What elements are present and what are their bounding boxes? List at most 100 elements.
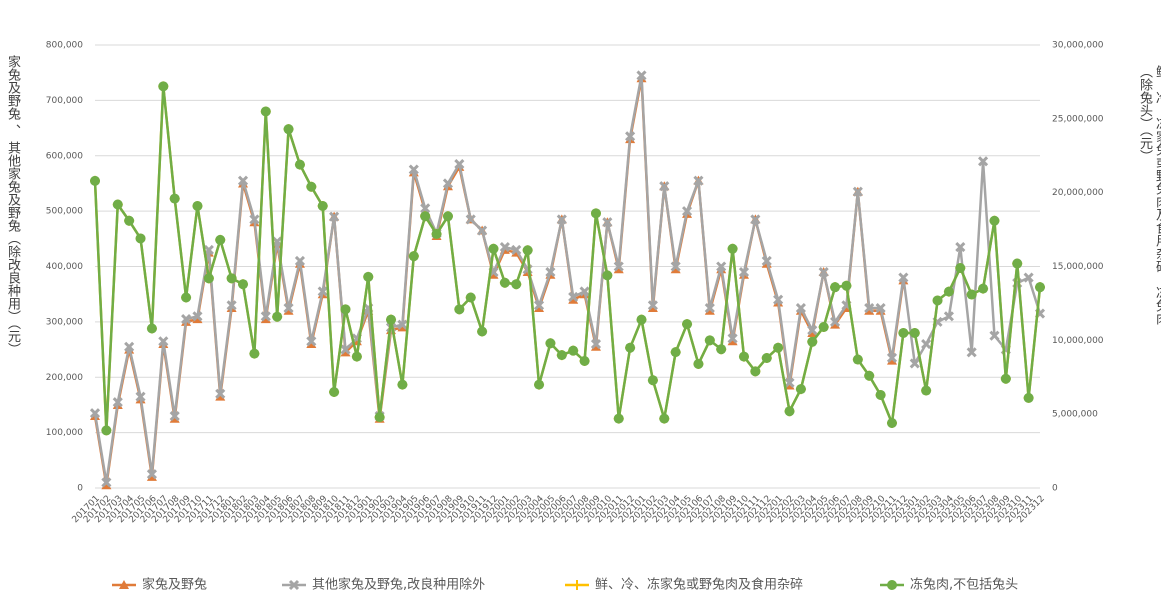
marker (784, 377, 795, 388)
marker (442, 211, 453, 222)
y-tick-label: 700,000 (46, 96, 83, 106)
marker (966, 347, 977, 358)
marker (499, 277, 510, 288)
marker (647, 300, 658, 311)
marker (294, 255, 306, 267)
marker (727, 333, 738, 344)
marker (283, 124, 294, 135)
marker (989, 330, 1000, 341)
legend-label: 冻兔肉,不包括兔头 (910, 577, 1018, 593)
marker (181, 314, 192, 325)
y-tick-label: 400,000 (46, 262, 83, 272)
marker (192, 200, 203, 211)
marker (909, 327, 920, 338)
marker (727, 243, 738, 254)
marker (932, 295, 943, 306)
marker (693, 175, 704, 186)
marker (545, 338, 556, 349)
legend-label: 家兔及野兔 (142, 577, 207, 593)
marker (852, 186, 863, 197)
marker (431, 229, 442, 240)
marker (966, 289, 977, 300)
marker (955, 242, 966, 253)
marker (921, 338, 932, 350)
marker (317, 200, 328, 211)
marker (864, 302, 875, 314)
marker (602, 217, 613, 228)
marker (773, 294, 784, 305)
marker (579, 286, 590, 297)
marker (989, 215, 1000, 226)
marker (886, 418, 897, 429)
marker (329, 211, 340, 222)
marker (397, 379, 408, 390)
marker (761, 255, 772, 267)
marker (681, 206, 693, 217)
marker (602, 270, 613, 281)
marker (442, 178, 454, 189)
marker (158, 81, 169, 92)
marker (112, 397, 123, 408)
marker (773, 342, 784, 353)
marker (317, 286, 328, 297)
marker (465, 292, 476, 303)
marker (420, 211, 431, 222)
marker (738, 351, 749, 362)
marker (511, 244, 522, 255)
y2-tick-label: 0 (1052, 484, 1058, 494)
marker (363, 271, 374, 282)
marker (408, 251, 419, 262)
marker (659, 181, 670, 192)
legend-marker (288, 579, 300, 591)
marker (886, 352, 898, 363)
marker (294, 159, 305, 170)
marker (408, 164, 419, 175)
marker (203, 273, 214, 284)
legend-label: 鲜、冷、冻家兔或野兔肉及食用杂碎 (595, 577, 803, 593)
marker (807, 336, 818, 347)
marker (978, 156, 989, 167)
marker (841, 280, 852, 291)
marker (864, 370, 875, 381)
marker (226, 300, 237, 311)
marker (306, 181, 317, 192)
marker (215, 234, 226, 245)
marker (272, 311, 283, 322)
y2-tick-label: 30,000,000 (1052, 41, 1104, 51)
marker (750, 214, 761, 225)
y-axis-title: 家兔及野兔 、 其他家兔及野兔（除改良种用）（元） (5, 55, 20, 356)
marker (556, 350, 567, 361)
marker (1023, 272, 1034, 283)
marker (830, 282, 841, 293)
marker (237, 175, 249, 186)
marker (921, 385, 932, 396)
series-line (93, 76, 905, 487)
marker (613, 261, 624, 272)
marker (625, 131, 636, 142)
marker (807, 325, 818, 336)
marker (693, 358, 704, 369)
y-tick-label: 0 (77, 484, 83, 494)
marker (101, 477, 112, 488)
marker (454, 158, 465, 170)
y-tick-label: 500,000 (46, 207, 83, 217)
marker (738, 266, 750, 278)
legend-marker (119, 580, 129, 589)
marker (875, 302, 886, 314)
marker (124, 215, 135, 226)
marker (795, 302, 806, 314)
marker (943, 286, 954, 297)
marker (852, 354, 863, 365)
marker (249, 348, 260, 359)
y2-tick-label: 15,000,000 (1052, 262, 1104, 272)
marker (1035, 282, 1045, 293)
marker (169, 193, 180, 204)
marker (533, 300, 545, 311)
marker (818, 266, 829, 278)
marker (943, 311, 954, 322)
marker (568, 291, 579, 303)
marker (454, 304, 465, 315)
marker (488, 243, 499, 254)
marker (135, 233, 146, 244)
